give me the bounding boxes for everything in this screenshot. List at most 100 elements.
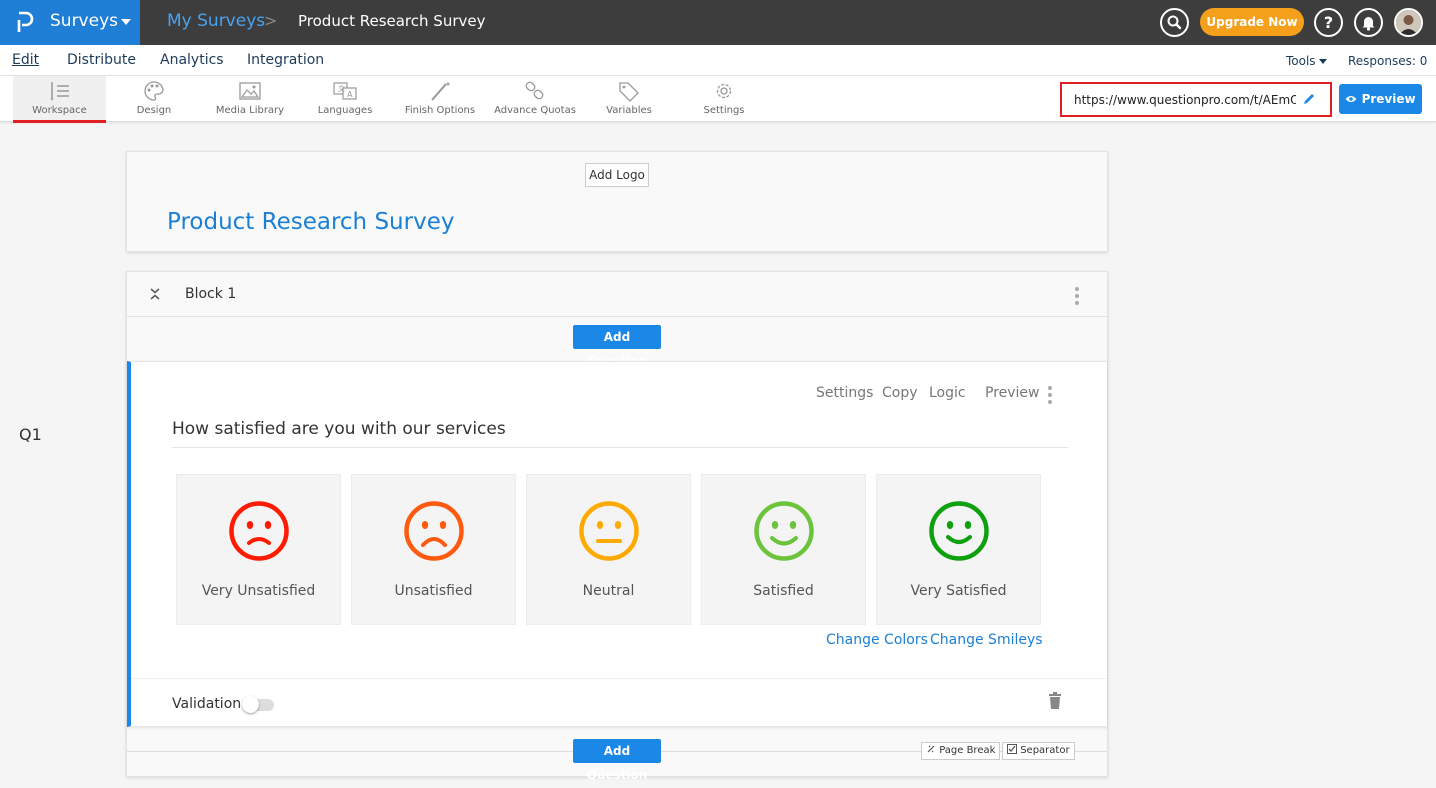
editor-nav: Edit Distribute Analytics Integration To… <box>0 45 1436 76</box>
gear-icon <box>716 83 732 99</box>
bell-icon <box>1362 17 1375 31</box>
option-unsatisfied[interactable]: Unsatisfied <box>351 474 516 625</box>
page-break-label: Page Break <box>939 745 996 756</box>
toolbar-settings-label: Settings <box>703 105 745 116</box>
toolbar-workspace[interactable]: Workspace <box>13 76 106 122</box>
toolbar-design[interactable]: Design <box>119 76 189 122</box>
toolbar-variables[interactable]: Variables <box>596 76 662 122</box>
question-number: Q1 <box>19 425 42 444</box>
happy-face-icon <box>754 501 814 561</box>
toolbar-media-library[interactable]: Media Library <box>210 76 290 122</box>
preview-label: Preview <box>1361 92 1416 106</box>
responses-count: Responses: 0 <box>1348 54 1428 68</box>
workspace-icon <box>50 82 69 101</box>
add-question-button-bottom[interactable]: Add Question <box>573 739 661 782</box>
tag-icon <box>619 82 639 102</box>
validation-toggle[interactable] <box>242 696 274 713</box>
avatar-icon <box>1396 10 1421 35</box>
tools-label: Tools <box>1286 54 1316 68</box>
question-divider <box>172 447 1068 448</box>
neutral-face-icon <box>579 501 639 561</box>
add-logo-button[interactable]: Add Logo <box>585 163 649 187</box>
block-card: Block 1 Add Question Settings Copy Logic… <box>126 271 1108 782</box>
toolbar-finish-options[interactable]: Finish Options <box>400 76 480 122</box>
option-very-unsatisfied[interactable]: Very Unsatisfied <box>176 474 341 625</box>
page-break-icon <box>927 745 935 753</box>
tab-analytics[interactable]: Analytics <box>160 52 224 68</box>
questionpro-logo-icon <box>17 11 34 32</box>
breadcrumb-separator: > <box>264 11 278 30</box>
toolbar-advance-quotas[interactable]: Advance Quotas <box>493 76 577 122</box>
change-colors-link[interactable]: Change Colors <box>826 632 928 648</box>
magic-wand-icon <box>431 82 450 101</box>
survey-url-text: https://www.questionpro.com/t/AEmOxZ <box>1074 93 1296 107</box>
preview-button[interactable]: Preview <box>1339 84 1422 114</box>
question-text[interactable]: How satisfied are you with our services <box>172 419 506 439</box>
add-question-button-top[interactable]: Add Question <box>573 325 661 368</box>
svg-text:A: A <box>347 90 353 99</box>
tab-integration[interactable]: Integration <box>247 52 325 68</box>
option-label: Satisfied <box>753 583 814 599</box>
very-happy-face-icon <box>929 501 989 561</box>
upgrade-now-button[interactable]: Upgrade Now <box>1200 8 1304 36</box>
link-icon <box>525 81 544 100</box>
tools-menu[interactable]: Tools <box>1286 54 1327 68</box>
help-button[interactable]: ? <box>1314 8 1343 37</box>
toolbar-languages-label: Languages <box>317 105 373 116</box>
survey-title[interactable]: Product Research Survey <box>167 209 455 235</box>
option-label: Very Unsatisfied <box>201 583 316 599</box>
active-tool-indicator <box>13 120 106 123</box>
block-label[interactable]: Block 1 <box>185 286 237 302</box>
option-label: Neutral <box>582 583 635 599</box>
separator-label: Separator <box>1020 745 1070 756</box>
eye-icon <box>1345 96 1357 102</box>
question-logic-link[interactable]: Logic <box>929 385 966 401</box>
surveys-menu-button[interactable]: Surveys <box>0 0 140 45</box>
tab-distribute[interactable]: Distribute <box>67 52 136 68</box>
toolbar-settings[interactable]: Settings <box>694 76 754 122</box>
toolbar-workspace-label: Workspace <box>32 105 87 116</box>
survey-header-card: Add Logo Product Research Survey <box>126 151 1108 252</box>
notifications-button[interactable] <box>1354 8 1383 37</box>
question-card: Settings Copy Logic Preview How satisfie… <box>127 361 1107 727</box>
user-avatar[interactable] <box>1394 8 1423 37</box>
collapse-icon[interactable] <box>149 287 161 301</box>
survey-url-field[interactable]: https://www.questionpro.com/t/AEmOxZ <box>1060 82 1332 117</box>
toolbar-finish-options-label: Finish Options <box>404 105 476 116</box>
question-footer-divider <box>131 678 1107 679</box>
question-settings-link[interactable]: Settings <box>816 385 874 401</box>
very-sad-face-icon <box>229 501 289 561</box>
toolbar-languages[interactable]: 文 A Languages <box>309 76 381 122</box>
block-menu-icon[interactable] <box>1075 287 1079 308</box>
option-neutral[interactable]: Neutral <box>526 474 691 625</box>
toolbar-variables-label: Variables <box>606 105 652 116</box>
top-bar: Surveys My Surveys > Product Research Su… <box>0 0 1436 45</box>
pencil-icon[interactable] <box>1302 92 1316 106</box>
option-very-satisfied[interactable]: Very Satisfied <box>876 474 1041 625</box>
block-header: Block 1 <box>127 272 1107 317</box>
search-button[interactable] <box>1160 8 1189 37</box>
translate-icon: 文 A <box>333 82 357 100</box>
validation-label: Validation <box>172 696 242 712</box>
page-break-button[interactable]: Page Break <box>921 742 1001 760</box>
option-satisfied[interactable]: Satisfied <box>701 474 866 625</box>
breadcrumb-current-survey: Product Research Survey <box>298 12 486 30</box>
image-icon <box>239 82 261 100</box>
breadcrumb-my-surveys[interactable]: My Surveys <box>167 11 266 31</box>
option-label: Unsatisfied <box>394 583 473 599</box>
search-icon <box>1167 15 1182 30</box>
question-menu-icon[interactable] <box>1048 386 1052 407</box>
toolbar-media-library-label: Media Library <box>215 105 285 116</box>
change-smileys-link[interactable]: Change Smileys <box>930 632 1043 648</box>
sad-face-icon <box>404 501 464 561</box>
question-copy-link[interactable]: Copy <box>882 385 918 401</box>
svg-text:文: 文 <box>338 84 345 93</box>
chevron-down-icon <box>1318 59 1327 64</box>
question-preview-link[interactable]: Preview <box>985 385 1040 401</box>
separator-button[interactable]: Separator <box>1002 742 1075 760</box>
surveys-label: Surveys <box>50 11 118 31</box>
trash-icon[interactable] <box>1048 692 1062 710</box>
toolbar-design-label: Design <box>136 105 172 116</box>
chevron-down-icon <box>121 19 131 25</box>
tab-edit[interactable]: Edit <box>12 52 40 68</box>
